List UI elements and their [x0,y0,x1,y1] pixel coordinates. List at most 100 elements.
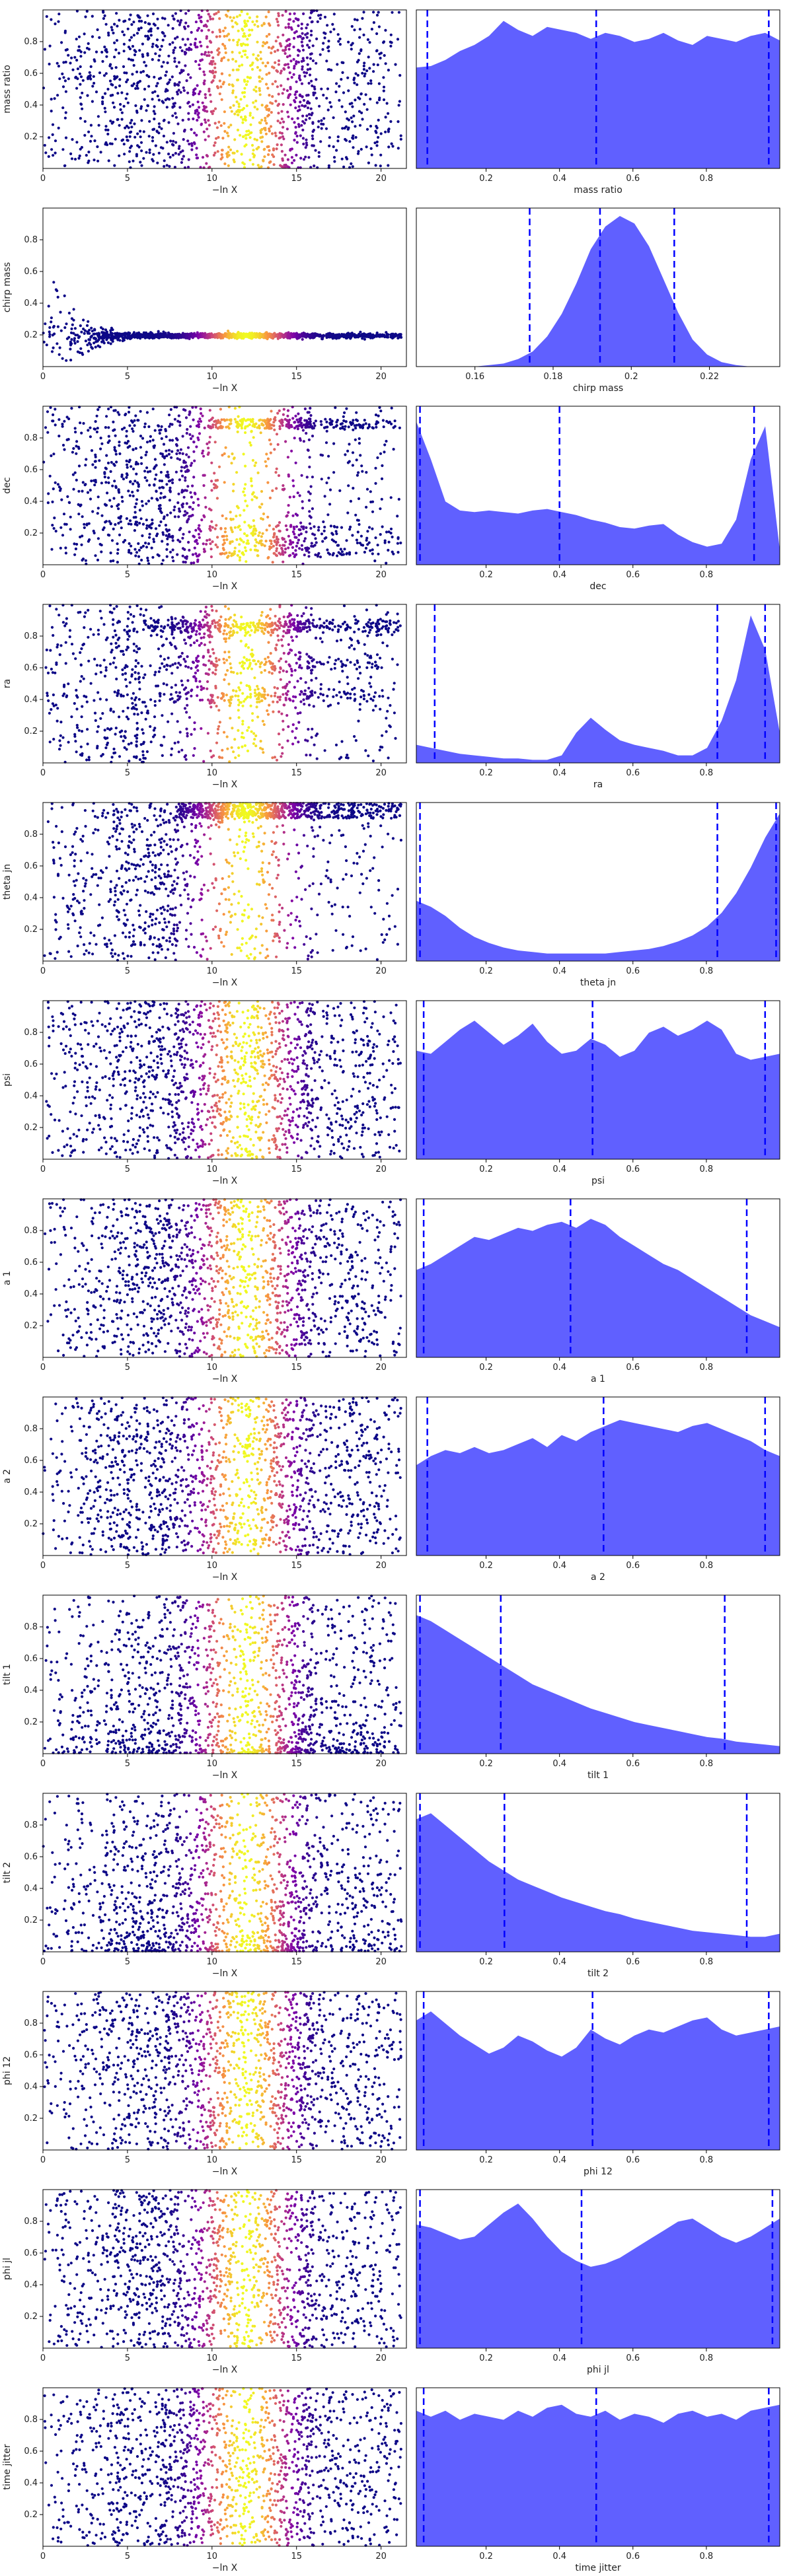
trace-point [182,155,185,158]
trace-point [185,697,188,700]
trace-point [260,423,264,427]
trace-point [205,542,208,546]
trace-point [61,357,64,360]
trace-point [261,333,264,336]
trace-point [196,554,199,558]
trace-point [72,447,75,450]
trace-point [161,17,165,20]
trace-point [115,460,118,464]
trace-point [376,456,379,460]
trace-point [145,109,148,112]
trace-point [325,481,328,485]
trace-point [133,548,137,551]
trace-point [377,82,381,85]
trace-point [361,335,365,338]
trace-point [320,119,323,122]
trace-point [227,145,231,149]
trace-point [385,331,388,334]
trace-point [223,333,227,336]
trace-point [45,15,48,18]
trace-point [375,101,379,104]
trace-point [250,498,254,501]
trace-point [305,431,308,435]
trace-point [77,336,81,340]
trace-point [246,542,250,545]
trace-point [211,622,214,626]
trace-point [195,445,198,448]
trace-point [168,413,171,417]
trace-point [125,429,128,433]
trace-point [243,87,246,90]
trace-point [162,533,165,536]
trace-point [313,87,317,90]
trace-point [249,443,252,447]
trace-point [213,527,217,530]
trace-point [254,538,257,542]
trace-point [245,334,248,338]
trace-point [307,555,311,558]
trace-point [322,699,325,702]
trace-point [165,106,169,109]
trace-point [287,66,290,69]
trace-point [185,453,188,456]
density-area [416,20,780,168]
trace-point [157,332,160,335]
trace-point [86,94,89,97]
x-tick-label: 0.8 [700,570,714,580]
trace-point [359,92,363,96]
trace-point [250,67,254,71]
trace-point [369,97,372,101]
trace-point [284,524,287,528]
trace-point [144,542,147,545]
trace-point [135,460,138,464]
trace-point [63,31,67,34]
trace-point [263,544,266,548]
trace-point [375,49,379,52]
trace-point [180,49,184,52]
trace-point [280,110,283,113]
y-tick-label: 0.4 [24,299,38,308]
trace-point [201,156,205,159]
trace-point [397,104,400,107]
trace-point [351,451,355,454]
trace-point [106,491,109,495]
trace-point [127,550,131,554]
trace-point [59,526,63,529]
trace-point [349,499,353,503]
trace-point [309,406,312,410]
trace-point [113,22,116,26]
trace-point [350,24,354,28]
trace-point [360,111,363,114]
trace-point [42,332,45,335]
trace-point [120,515,123,519]
trace-point [137,680,141,684]
trace-point [145,502,148,505]
trace-point [197,26,200,30]
trace-point [84,340,87,343]
trace-point [393,630,396,634]
trace-point [148,524,151,527]
trace-point [128,458,132,462]
trace-point [260,489,264,493]
trace-point [164,74,167,77]
trace-point [180,466,184,469]
trace-point [376,544,379,547]
trace-point [118,84,122,88]
trace-point [153,467,156,470]
trace-point [249,123,252,126]
trace-point [221,514,224,518]
trace-point [179,90,182,94]
trace-point [79,147,82,151]
trace-point [87,331,90,334]
trace-point [99,447,102,450]
trace-point [81,515,84,519]
trace-point [144,453,147,456]
trace-point [145,466,149,470]
trace-point [278,409,281,413]
trace-point [347,425,350,429]
trace-point [330,668,333,671]
trace-point [373,559,377,563]
trace-point [250,730,253,733]
